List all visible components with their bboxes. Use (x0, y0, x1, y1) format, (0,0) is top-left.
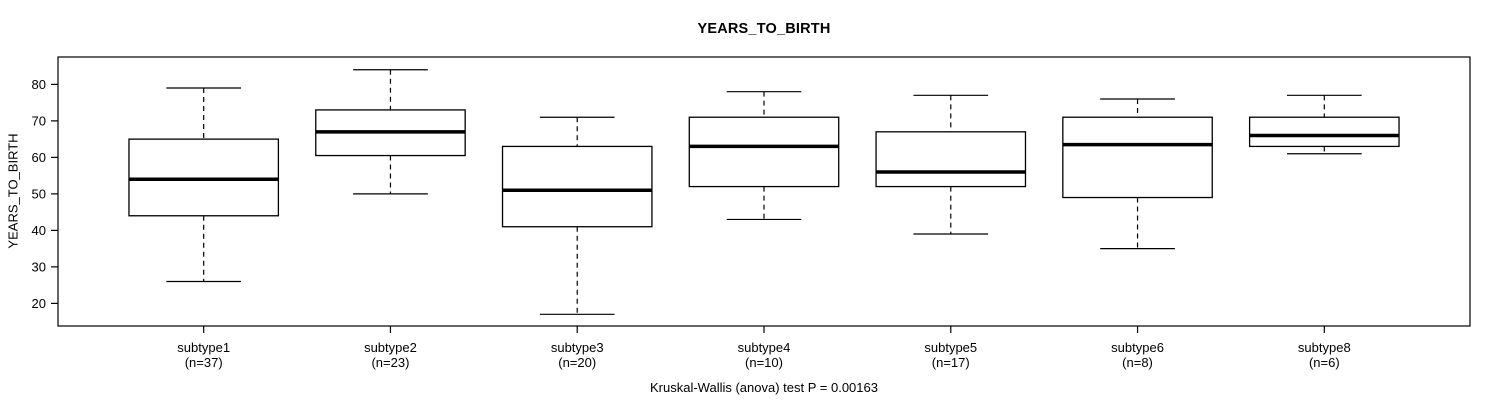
kruskal-wallis-annotation: Kruskal-Wallis (anova) test P = 0.00163 (650, 380, 878, 395)
y-axis-tick-label: 50 (32, 186, 46, 201)
x-group-label: subtype8 (1298, 340, 1351, 355)
x-group-count-label: (n=23) (371, 355, 409, 370)
y-axis-tick-label: 70 (32, 113, 46, 128)
boxplot-group-subtype8-iqr-box (1248, 116, 1400, 148)
boxplot-group-subtype6-iqr-box (1062, 116, 1213, 199)
y-axis-tick-label: 40 (32, 223, 46, 238)
x-group-count-label: (n=10) (745, 355, 783, 370)
y-axis-tick-label: 20 (32, 296, 46, 311)
x-group-count-label: (n=17) (932, 355, 970, 370)
x-group-label: subtype5 (924, 340, 977, 355)
x-group-label: subtype6 (1111, 340, 1164, 355)
boxplot-group-subtype3-iqr-box (501, 145, 653, 228)
boxplot-group-subtype5-iqr-box (875, 131, 1027, 188)
y-axis-tick-label: 60 (32, 150, 46, 165)
x-group-count-label: (n=8) (1122, 355, 1153, 370)
x-group-count-label: (n=6) (1309, 355, 1340, 370)
y-axis-tick-label: 80 (32, 77, 46, 92)
y-axis-tick-label: 30 (32, 259, 46, 274)
boxplot-group-subtype4-iqr-box (688, 116, 840, 188)
chart-title: YEARS_TO_BIRTH (697, 21, 831, 37)
x-group-label: subtype2 (364, 340, 417, 355)
x-group-label: subtype1 (177, 340, 230, 355)
x-group-label: subtype3 (551, 340, 604, 355)
x-group-label: subtype4 (738, 340, 791, 355)
x-group-count-label: (n=20) (558, 355, 596, 370)
x-group-count-label: (n=37) (185, 355, 223, 370)
boxplot-group-subtype1-iqr-box (128, 138, 280, 217)
